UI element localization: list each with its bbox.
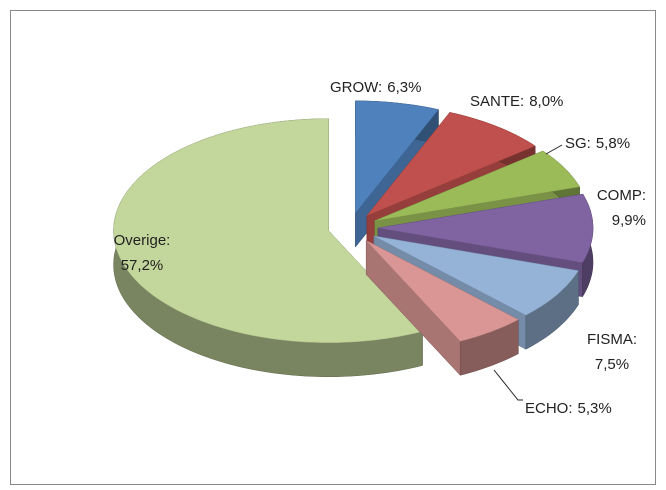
slice [377,193,594,263]
label-name: COMP: [597,187,646,204]
label-value: 7,5% [595,356,629,373]
label-name: ECHO: [525,400,573,417]
label-value: 57,2% [121,257,164,274]
label-name: SG: [565,135,591,152]
leader-line [493,369,523,401]
label-value: 8,0% [529,93,563,110]
slice [374,150,581,222]
label-name: Overige: [114,232,171,249]
label-name: FISMA: [587,331,637,348]
label-value: 6,3% [387,79,421,96]
data-label: Overige: 57,2% [114,232,171,274]
data-label: FISMA: 7,5% [587,331,637,373]
slice [366,112,536,216]
data-label: COMP: 9,9% [597,187,646,229]
label-name: GROW: [330,79,382,96]
slice [355,100,439,214]
data-label: GROW: 6,3% [330,79,421,96]
label-value: 5,3% [578,400,612,417]
slice [113,118,423,343]
pie [113,100,594,377]
data-label: ECHO: 5,3% [525,400,612,417]
data-label: SG: 5,8% [565,135,630,152]
data-label: SANTE: 8,0% [470,93,563,110]
label-value: 9,9% [612,212,646,229]
label-name: SANTE: [470,93,524,110]
labels: GROW: 6,3% SANTE: 8,0% SG: 5,8% COMP: 9,9% FISMA… [114,79,646,417]
slice [366,240,519,342]
leader-line [545,144,563,155]
label-value: 5,8% [596,135,630,152]
slice [373,235,579,316]
